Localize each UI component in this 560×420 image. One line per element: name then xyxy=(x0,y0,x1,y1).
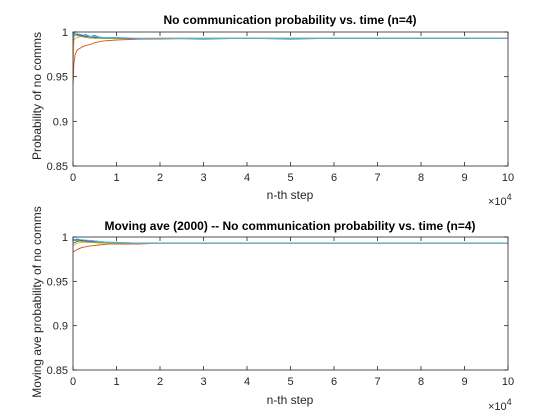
bottom-x-tick-label: 0 xyxy=(70,376,76,388)
bottom-x-tick-label: 8 xyxy=(418,376,424,388)
top-x-tick-label: 6 xyxy=(331,172,337,184)
bottom-y-tick-label: 0.9 xyxy=(53,321,68,333)
top-x-tick-label: 10 xyxy=(502,172,514,184)
bottom-x-exponent: ×104 xyxy=(488,397,512,413)
top-y-axis-label: Probability of no comms xyxy=(30,32,44,160)
top-plot-frame xyxy=(72,31,509,167)
bottom-y-axis-label: Moving ave probability of no comms xyxy=(30,206,44,397)
bottom-x-tick-label: 7 xyxy=(374,376,380,388)
bottom-y-tick-label: 0.95 xyxy=(47,276,68,288)
top-x-tick-label: 3 xyxy=(200,172,206,184)
bottom-x-tick-label: 10 xyxy=(502,376,514,388)
bottom-x-exponent-base: ×10 xyxy=(488,401,507,413)
top-y-tick-label: 0.85 xyxy=(47,161,68,173)
top-series-line-6 xyxy=(73,33,508,41)
top-subplot: No communication probability vs. time (n… xyxy=(30,13,514,208)
top-series-line-2 xyxy=(73,37,508,86)
top-x-tick-label: 9 xyxy=(461,172,467,184)
top-series-group xyxy=(73,32,508,86)
bottom-x-tick-label: 5 xyxy=(287,376,293,388)
bottom-x-tick-label: 9 xyxy=(461,376,467,388)
top-x-exponent-power: 4 xyxy=(507,192,512,202)
bottom-x-tick-label: 1 xyxy=(113,376,119,388)
bottom-y-tick-label: 1 xyxy=(62,232,68,244)
bottom-x-tick-label: 6 xyxy=(331,376,337,388)
bottom-x-tick-label: 3 xyxy=(200,376,206,388)
bottom-plot-frame xyxy=(72,236,509,371)
bottom-x-axis-label: n-th step xyxy=(267,393,314,407)
bottom-x-tick-label: 4 xyxy=(244,376,250,388)
top-x-tick-label: 8 xyxy=(418,172,424,184)
bottom-y-tick-label: 0.85 xyxy=(47,365,68,377)
top-series-line-3 xyxy=(73,36,508,68)
top-x-tick-label: 7 xyxy=(374,172,380,184)
top-y-tick-label: 0.95 xyxy=(47,72,68,84)
top-x-tick-label: 5 xyxy=(287,172,293,184)
top-x-axis-label: n-th step xyxy=(267,188,314,202)
bottom-series-line-6 xyxy=(73,238,508,244)
bottom-series-line-2 xyxy=(73,242,508,253)
bottom-x-tick-label: 2 xyxy=(157,376,163,388)
top-y-tick-label: 0.9 xyxy=(53,116,68,128)
top-x-tick-label: 0 xyxy=(70,172,76,184)
bottom-x-exponent-power: 4 xyxy=(507,397,512,407)
bottom-series-group xyxy=(73,238,508,253)
bottom-subplot: Moving ave (2000) -- No communication pr… xyxy=(30,206,514,413)
top-x-exponent: ×104 xyxy=(488,192,512,208)
top-x-exponent-base: ×10 xyxy=(488,196,507,208)
top-chart-title: No communication probability vs. time (n… xyxy=(163,13,416,27)
bottom-chart-title: Moving ave (2000) -- No communication pr… xyxy=(104,219,475,233)
top-x-tick-label: 1 xyxy=(113,172,119,184)
top-x-tick-label: 2 xyxy=(157,172,163,184)
top-x-tick-label: 4 xyxy=(244,172,250,184)
top-y-tick-label: 1 xyxy=(62,27,68,39)
